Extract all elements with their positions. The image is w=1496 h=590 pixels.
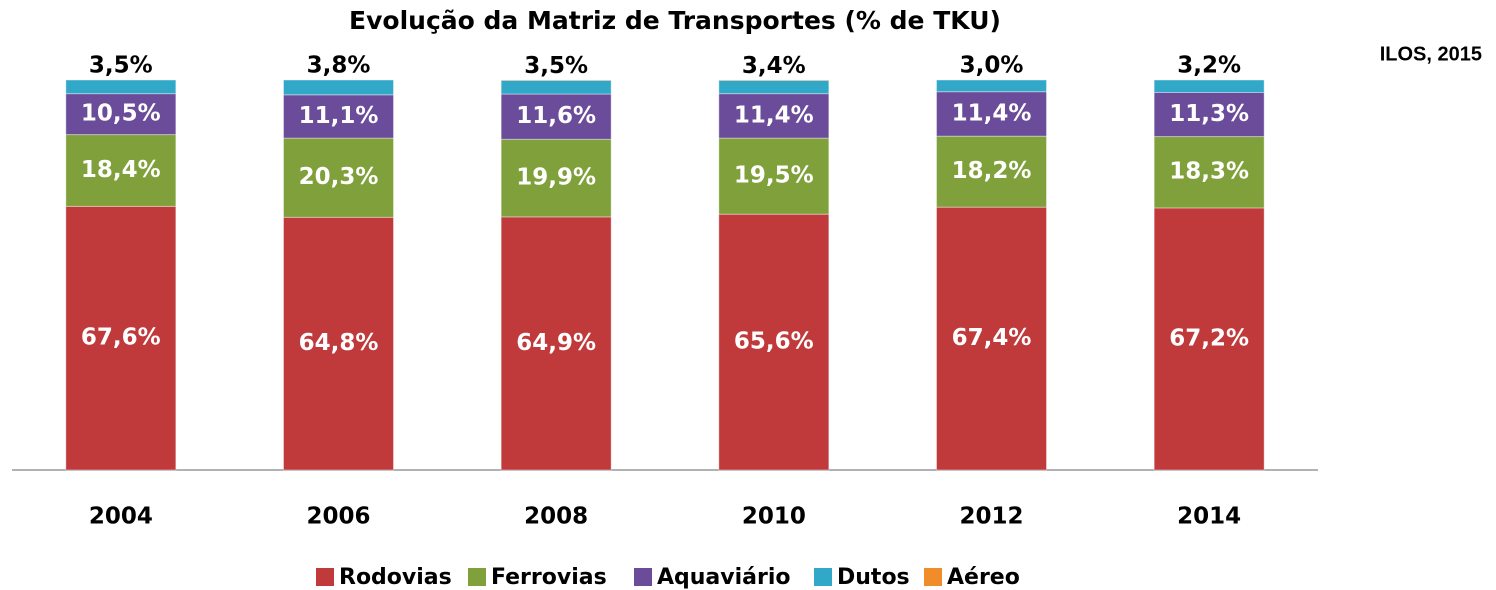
data-label: 19,5% <box>734 163 814 189</box>
bar-segment <box>718 79 830 95</box>
bar-segment <box>1153 79 1265 93</box>
x-tick-label: 2004 <box>89 504 153 530</box>
bar-segment <box>1153 91 1265 138</box>
legend-label: Ferrovias <box>491 565 607 590</box>
data-label: 3,5% <box>89 53 153 79</box>
bar-segment <box>65 134 177 207</box>
bar-segment <box>65 79 177 95</box>
legend-label: Aéreo <box>947 565 1020 590</box>
x-tick-label: 2006 <box>306 504 370 530</box>
data-label: 18,4% <box>81 157 161 183</box>
bar-segment <box>65 205 177 471</box>
data-label: 3,4% <box>742 53 806 79</box>
bar-segment <box>1153 136 1265 209</box>
bar-segment <box>500 216 612 471</box>
source-note: ILOS, 2015 <box>1380 43 1482 65</box>
bar-segment <box>500 79 612 95</box>
data-label: 11,4% <box>952 100 1032 126</box>
bar-segment <box>283 79 394 96</box>
bar-segment <box>718 213 830 471</box>
data-label: 65,6% <box>734 329 814 355</box>
legend-swatch <box>316 568 334 586</box>
bar-segment <box>718 93 830 139</box>
bar-segment <box>283 137 394 218</box>
legend-swatch <box>814 568 832 586</box>
bar-segment <box>936 91 1047 137</box>
bar-segment <box>1153 207 1265 471</box>
data-label: 18,2% <box>952 158 1032 184</box>
data-label: 11,4% <box>734 102 814 128</box>
data-label: 11,1% <box>299 103 379 129</box>
data-label: 67,4% <box>952 325 1032 351</box>
legend-label: Dutos <box>837 565 910 590</box>
data-label: 3,8% <box>307 53 371 79</box>
legend-label: Aquaviário <box>657 565 791 590</box>
data-label: 3,0% <box>960 53 1024 79</box>
bar-segment <box>936 206 1047 471</box>
data-label: 18,3% <box>1169 159 1249 185</box>
legend-swatch <box>924 568 942 586</box>
bar-segment <box>718 137 830 215</box>
bar-segment <box>283 94 394 139</box>
x-tick-label: 2014 <box>1177 504 1241 530</box>
chart-title: Evolução da Matriz de Transportes (% de … <box>349 6 1001 35</box>
data-label: 11,3% <box>1169 101 1249 127</box>
data-label: 19,9% <box>516 165 596 191</box>
data-label: 67,2% <box>1169 325 1249 351</box>
bar-segment <box>936 79 1047 93</box>
bar-segment <box>283 216 394 471</box>
x-tick-label: 2012 <box>959 504 1023 530</box>
bar-segment <box>500 138 612 218</box>
data-label: 3,2% <box>1177 53 1241 79</box>
data-label: 10,5% <box>81 101 161 127</box>
x-tick-label: 2008 <box>524 504 588 530</box>
legend-swatch <box>468 568 486 586</box>
data-label: 67,6% <box>81 325 161 351</box>
legend-swatch <box>634 568 652 586</box>
data-label: 11,6% <box>516 103 596 129</box>
legend-label: Rodovias <box>339 565 452 590</box>
bar-segment <box>936 135 1047 208</box>
data-label: 64,9% <box>516 330 596 356</box>
x-tick-label: 2010 <box>742 504 806 530</box>
bar-segment <box>500 93 612 140</box>
data-label: 20,3% <box>299 164 379 190</box>
data-label: 64,8% <box>299 330 379 356</box>
data-label: 3,5% <box>524 53 588 79</box>
